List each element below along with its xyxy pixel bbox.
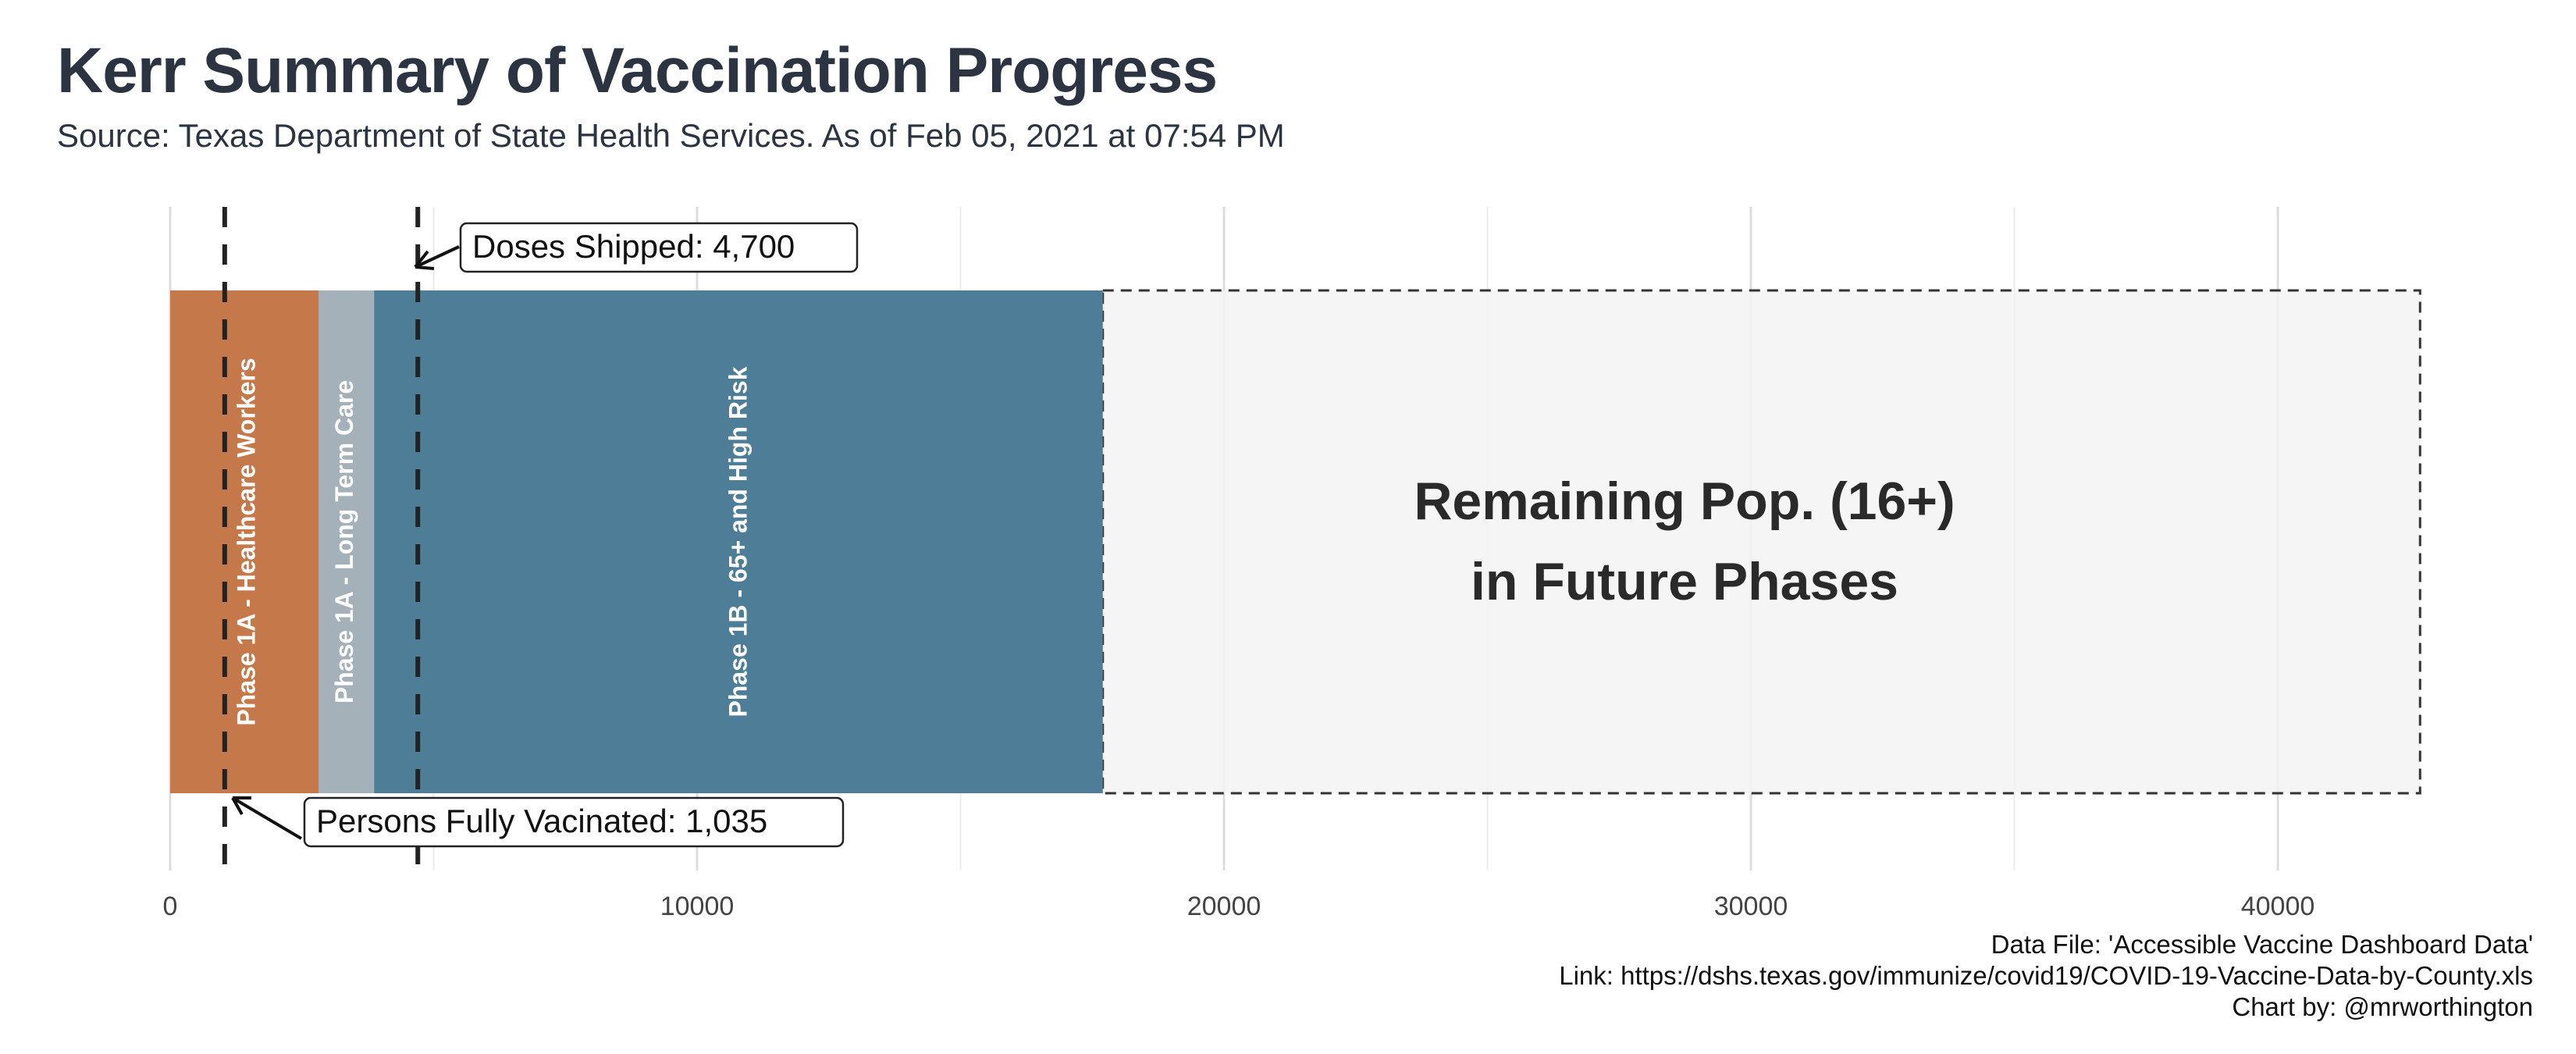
caption-data-file: Data File: 'Accessible Vaccine Dashboard…	[1991, 930, 2533, 959]
fully-vaccinated-arrow	[231, 796, 303, 840]
page-title: Kerr Summary of Vaccination Progress	[57, 35, 1218, 106]
phase-segment-0	[170, 290, 319, 793]
x-tick-label: 10000	[660, 892, 735, 921]
x-axis-ticks: 0 10000 20000 30000 40000	[163, 892, 2315, 921]
x-tick-label: 20000	[1187, 892, 1261, 921]
fully-vaccinated-label-box	[303, 796, 845, 848]
phase-segments: Phase 1A - Healthcare Workers Phase 1A - …	[170, 289, 2421, 795]
doses-shipped-arrowhead	[414, 250, 435, 270]
x-tick-label: 0	[163, 892, 178, 921]
phase-segment-label-2: Phase 1B - 65+ and High Risk	[724, 366, 752, 717]
phase-segment-label-0: Phase 1A - Healthcare Workers	[232, 358, 260, 725]
remaining-population-box	[1101, 289, 2421, 795]
x-tick-label: 30000	[1714, 892, 1788, 921]
doses-shipped-arrow	[415, 245, 460, 269]
phase-segment-label-1: Phase 1A - Long Term Care	[330, 380, 358, 703]
phase-segment-2	[374, 290, 1103, 793]
doses-shipped-label: Doses Shipped: 4,700	[472, 228, 795, 265]
caption-link: Link: https://dshs.texas.gov/immunize/co…	[1559, 961, 2533, 990]
doses-shipped-label-box	[459, 222, 859, 273]
fully-vaccinated-arrowhead	[231, 796, 251, 815]
remaining-label-line1: Remaining Pop. (16+)	[1414, 472, 1955, 531]
fully-vaccinated-label: Persons Fully Vacinated: 1,035	[316, 803, 767, 839]
x-tick-label: 40000	[2241, 892, 2315, 921]
phase-segment-1	[318, 290, 375, 793]
caption-author: Chart by: @mrworthington	[2232, 992, 2533, 1021]
caption: Data File: 'Accessible Vaccine Dashboard…	[1559, 929, 2533, 1023]
remaining-label-line2: in Future Phases	[1471, 552, 1898, 611]
page-subtitle: Source: Texas Department of State Health…	[57, 117, 1285, 154]
